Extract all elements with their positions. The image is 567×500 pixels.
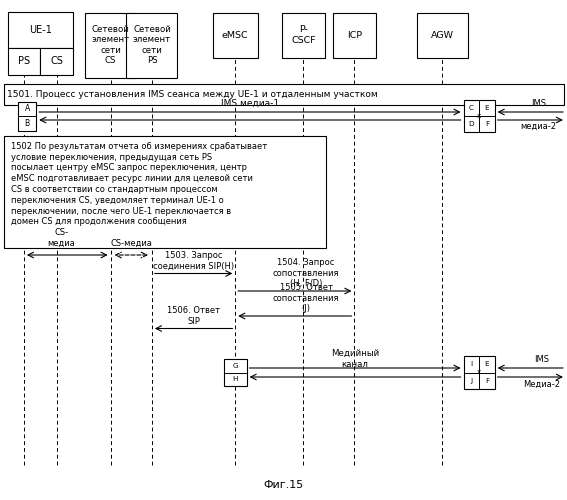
FancyBboxPatch shape [7,12,73,48]
Text: IMS: IMS [531,98,546,108]
Text: F: F [485,121,489,127]
FancyBboxPatch shape [333,12,375,58]
Text: A: A [24,104,30,114]
Text: F: F [485,378,489,384]
Text: I: I [470,362,472,368]
Text: x: x [477,370,481,376]
Text: Сетевой
элемент
сети
CS: Сетевой элемент сети CS [91,25,130,65]
FancyBboxPatch shape [126,12,177,78]
Text: C: C [469,105,474,111]
Text: J: J [470,378,472,384]
Text: E: E [485,362,489,368]
Text: Сетевой
элемент
сети
PS: Сетевой элемент сети PS [133,25,171,65]
Text: IMS медиа-1: IMS медиа-1 [221,98,279,108]
Text: Медийный
канал: Медийный канал [331,350,379,368]
FancyBboxPatch shape [463,356,494,389]
FancyBboxPatch shape [4,84,564,105]
Text: eMSC: eMSC [222,30,248,40]
Text: 1501. Процесс установления IMS сеанса между UE-1 и отдаленным участком: 1501. Процесс установления IMS сеанса ме… [7,90,378,99]
Text: UE-1: UE-1 [29,25,52,35]
FancyBboxPatch shape [40,48,73,75]
Text: E: E [485,105,489,111]
Text: D: D [468,121,474,127]
Text: x: x [477,113,481,119]
Text: CS-
медиа: CS- медиа [48,228,75,248]
Text: 1502 По результатам отчета об измерениях срабатывает
условие переключения, преды: 1502 По результатам отчета об измерениях… [11,142,267,226]
FancyBboxPatch shape [417,12,468,58]
Text: медиа-2: медиа-2 [521,122,557,130]
Text: 1505. Ответ
сопоставления
(J): 1505. Ответ сопоставления (J) [273,283,340,313]
Text: H: H [232,376,238,382]
Text: Фиг.15: Фиг.15 [264,480,303,490]
Text: 1506. Ответ
SIP: 1506. Ответ SIP [167,306,220,326]
Text: AGW: AGW [431,30,454,40]
Text: G: G [232,362,238,368]
Text: CS: CS [50,56,63,66]
FancyBboxPatch shape [213,12,258,58]
Text: CS-медиа: CS-медиа [111,238,152,248]
FancyBboxPatch shape [463,100,494,132]
FancyBboxPatch shape [18,102,36,130]
Text: P-
CSCF: P- CSCF [291,26,316,44]
FancyBboxPatch shape [4,136,326,248]
Text: PS: PS [18,56,30,66]
FancyBboxPatch shape [7,48,40,75]
FancyBboxPatch shape [282,12,324,58]
Text: ICP: ICP [347,30,362,40]
Text: 1503. Запрос
соединения SIP(H): 1503. Запрос соединения SIP(H) [153,251,234,270]
FancyBboxPatch shape [85,12,136,78]
Text: B: B [24,118,30,128]
Text: 1504. Запрос
сопоставления
(H, F/D): 1504. Запрос сопоставления (H, F/D) [273,258,340,288]
Text: IMS: IMS [534,354,549,364]
Text: Медиа-2: Медиа-2 [523,380,560,388]
FancyBboxPatch shape [224,358,247,386]
